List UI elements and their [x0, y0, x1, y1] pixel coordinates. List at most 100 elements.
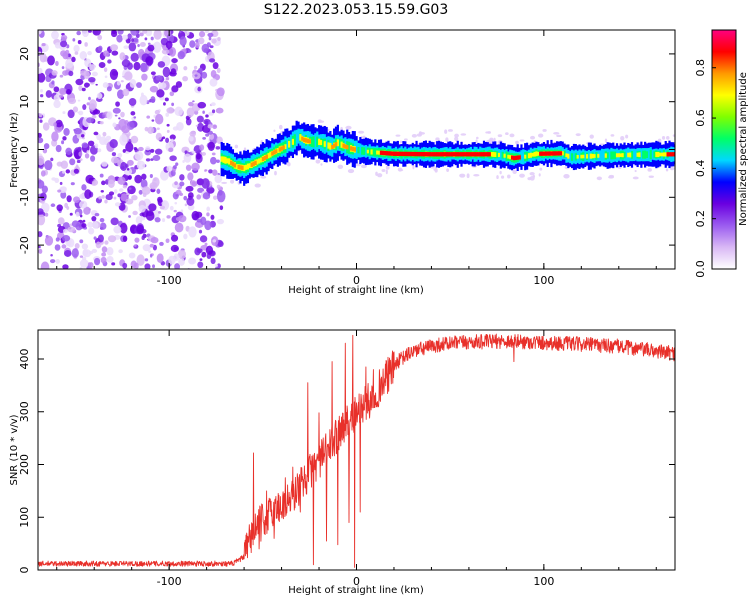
- ridge-core-cell: [514, 155, 518, 161]
- ridge-core-cell: [280, 146, 283, 151]
- noise-speckle: [93, 131, 99, 136]
- ridge-cell: [295, 129, 298, 147]
- noise-speckle: [77, 146, 82, 152]
- ridge-halo-speckle: [358, 130, 365, 134]
- noise-speckle: [170, 68, 177, 75]
- noise-speckle: [196, 194, 202, 200]
- noise-speckle: [204, 169, 208, 172]
- ridge-halo-speckle: [466, 173, 470, 179]
- noise-speckle: [166, 123, 170, 127]
- ridge-cell: [585, 154, 589, 159]
- ridge-cell: [340, 141, 343, 148]
- ridge-halo-speckle: [345, 125, 352, 130]
- ridge-cell: [651, 149, 654, 160]
- noise-speckle: [201, 178, 210, 189]
- noise-speckle: [50, 259, 56, 264]
- ridge-cell: [632, 148, 635, 162]
- noise-speckle: [71, 220, 80, 228]
- noise-speckle: [128, 187, 132, 190]
- noise-speckle: [149, 182, 158, 190]
- noise-speckle: [129, 78, 137, 88]
- ridge-halo-speckle: [454, 136, 459, 142]
- ridge-cell: [597, 153, 600, 158]
- ridge-halo-speckle: [385, 169, 388, 175]
- noise-speckle: [91, 114, 97, 119]
- ridge-halo-speckle: [516, 140, 519, 145]
- noise-speckle: [158, 210, 161, 214]
- noise-speckle: [171, 85, 179, 93]
- noise-speckle: [38, 132, 42, 138]
- noise-speckle: [81, 142, 89, 149]
- ridge-cell: [589, 153, 592, 159]
- noise-speckle: [189, 131, 196, 137]
- noise-speckle: [60, 160, 69, 169]
- ridge-cell: [338, 138, 341, 150]
- ridge-halo-speckle: [395, 134, 401, 137]
- ridge-core-cell: [445, 152, 448, 157]
- ridge-core-cell: [389, 151, 392, 156]
- noise-speckle: [117, 153, 123, 158]
- ridge-core-cell: [441, 152, 445, 157]
- noise-speckle: [199, 258, 203, 261]
- ridge-core-cell: [306, 138, 310, 144]
- noise-speckle: [60, 34, 68, 41]
- noise-speckle: [124, 71, 133, 81]
- noise-speckle: [119, 52, 126, 61]
- ridge-cell: [630, 151, 634, 159]
- noise-speckle: [159, 205, 165, 210]
- ridge-halo-speckle: [221, 181, 228, 184]
- noise-speckle: [44, 160, 53, 171]
- noise-speckle: [215, 107, 224, 114]
- noise-speckle: [150, 96, 156, 103]
- noise-speckle: [166, 215, 171, 219]
- noise-speckle: [55, 144, 62, 153]
- noise-speckle: [94, 143, 99, 149]
- ridge-core-cell: [554, 151, 557, 156]
- snr-y-tick-label: 200: [18, 454, 31, 475]
- noise-speckle: [152, 41, 162, 53]
- noise-speckle: [183, 153, 192, 163]
- ridge-halo-speckle: [539, 167, 543, 171]
- noise-speckle: [73, 127, 82, 135]
- noise-speckle: [90, 155, 96, 162]
- noise-speckle: [164, 97, 169, 102]
- noise-speckle: [170, 234, 179, 242]
- noise-speckle: [97, 234, 104, 243]
- noise-speckle: [99, 121, 104, 125]
- noise-speckle: [216, 87, 225, 97]
- noise-speckle: [156, 89, 165, 98]
- ridge-cell: [243, 165, 246, 172]
- noise-speckle: [91, 180, 96, 186]
- ridge-core-cell: [404, 151, 407, 157]
- noise-speckle: [149, 254, 153, 258]
- ridge-core-cell: [666, 152, 669, 157]
- ridge-core-cell: [449, 152, 452, 157]
- noise-speckle: [150, 148, 155, 153]
- ridge-cell: [269, 151, 272, 158]
- ridge-core-cell: [559, 151, 563, 156]
- ridge-core-cell: [400, 151, 403, 157]
- ridge-core-cell: [672, 152, 675, 157]
- noise-speckle: [84, 82, 91, 87]
- ridge-core-cell: [331, 144, 334, 150]
- noise-speckle: [79, 259, 89, 268]
- noise-speckle: [130, 30, 139, 36]
- ridge-cell: [246, 163, 250, 170]
- noise-speckle: [219, 205, 224, 211]
- noise-speckle: [113, 225, 122, 234]
- noise-speckle: [148, 203, 157, 212]
- noise-speckle: [217, 189, 223, 196]
- noise-speckle: [116, 34, 123, 43]
- ridge-cell: [361, 147, 364, 155]
- noise-speckle: [73, 196, 80, 204]
- ridge-cell: [362, 147, 366, 155]
- noise-speckle: [73, 44, 80, 53]
- noise-speckle: [51, 80, 55, 85]
- ridge-cell: [537, 151, 540, 156]
- colorbar: 0.0 0.2 0.4 0.6 0.8 Normalized spectral ampl…: [694, 29, 749, 278]
- noise-speckle: [140, 92, 144, 97]
- ridge-halo-speckle: [487, 131, 492, 134]
- chart-title: S122.2023.053.15.59.G03: [264, 2, 449, 18]
- noise-speckle: [74, 51, 79, 55]
